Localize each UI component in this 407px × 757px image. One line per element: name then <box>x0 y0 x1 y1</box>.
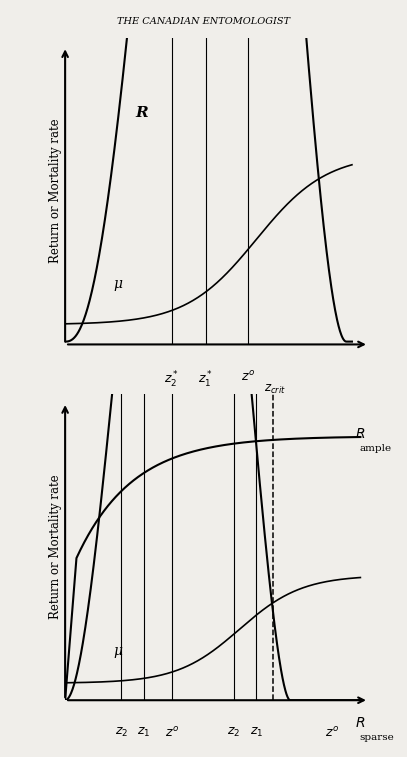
Text: sparse: sparse <box>360 733 394 742</box>
Text: μ: μ <box>113 276 122 291</box>
Text: $z^o$: $z^o$ <box>165 726 179 740</box>
Text: R: R <box>136 106 148 120</box>
Text: $z_2$: $z_2$ <box>115 726 128 739</box>
Text: Foraging strategy (z): Foraging strategy (z) <box>146 401 293 414</box>
Text: $R$: $R$ <box>355 716 365 730</box>
Text: μ: μ <box>113 643 122 658</box>
Text: $z^*_1$: $z^*_1$ <box>198 370 213 390</box>
Text: $z^o$: $z^o$ <box>241 370 255 384</box>
Text: ample: ample <box>360 444 392 453</box>
Y-axis label: Return or Mortality rate: Return or Mortality rate <box>49 119 62 263</box>
Text: $R$: $R$ <box>355 427 365 441</box>
Text: $z^*_2$: $z^*_2$ <box>164 370 179 390</box>
Text: THE CANADIAN ENTOMOLOGIST: THE CANADIAN ENTOMOLOGIST <box>117 17 290 26</box>
Text: $z^o$: $z^o$ <box>325 726 339 740</box>
Text: $z_1$: $z_1$ <box>249 726 263 739</box>
Y-axis label: Return or Mortality rate: Return or Mortality rate <box>49 475 62 619</box>
Text: $z_1$: $z_1$ <box>137 726 151 739</box>
Text: $z_2$: $z_2$ <box>227 726 241 739</box>
Text: $z_{crit}$: $z_{crit}$ <box>264 383 286 397</box>
